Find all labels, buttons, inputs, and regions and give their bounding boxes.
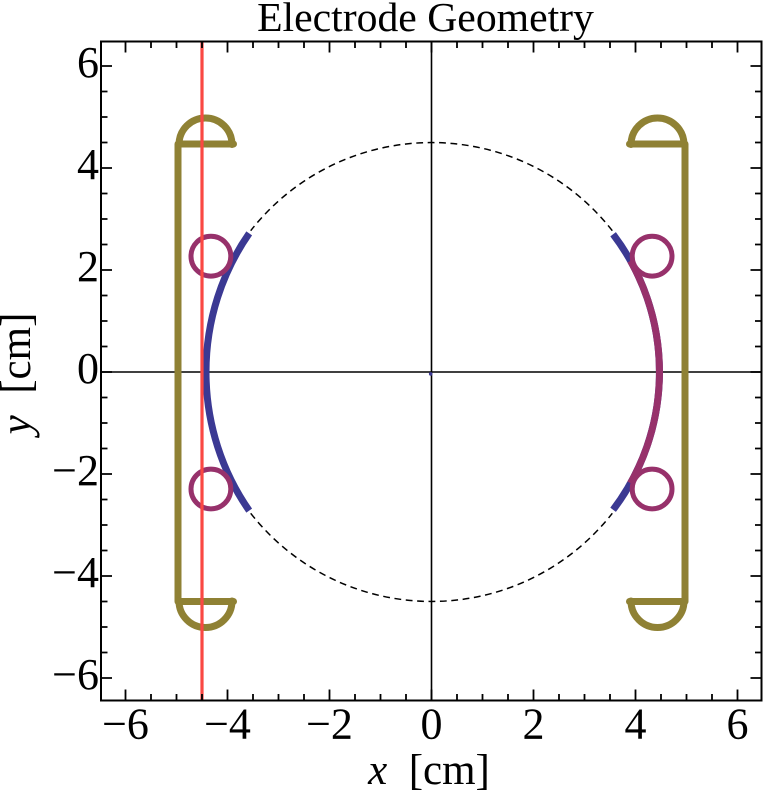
svg-text:y [cm]: y [cm] (0, 313, 40, 439)
svg-text:2: 2 (77, 242, 99, 291)
svg-text:4: 4 (77, 140, 99, 189)
svg-text:6: 6 (727, 700, 749, 749)
svg-text:Electrode Geometry: Electrode Geometry (257, 0, 594, 41)
svg-text:−4: −4 (52, 548, 99, 597)
svg-text:−2: −2 (52, 446, 99, 495)
svg-text:0: 0 (77, 344, 99, 393)
svg-text:−6: −6 (102, 700, 149, 749)
svg-text:−4: −4 (204, 700, 251, 749)
svg-text:0: 0 (421, 700, 443, 749)
svg-text:x [cm]: x [cm] (367, 747, 490, 794)
svg-text:−2: −2 (306, 700, 353, 749)
svg-text:2: 2 (523, 700, 545, 749)
svg-text:6: 6 (77, 38, 99, 87)
svg-text:4: 4 (625, 700, 647, 749)
svg-text:−6: −6 (52, 650, 99, 699)
